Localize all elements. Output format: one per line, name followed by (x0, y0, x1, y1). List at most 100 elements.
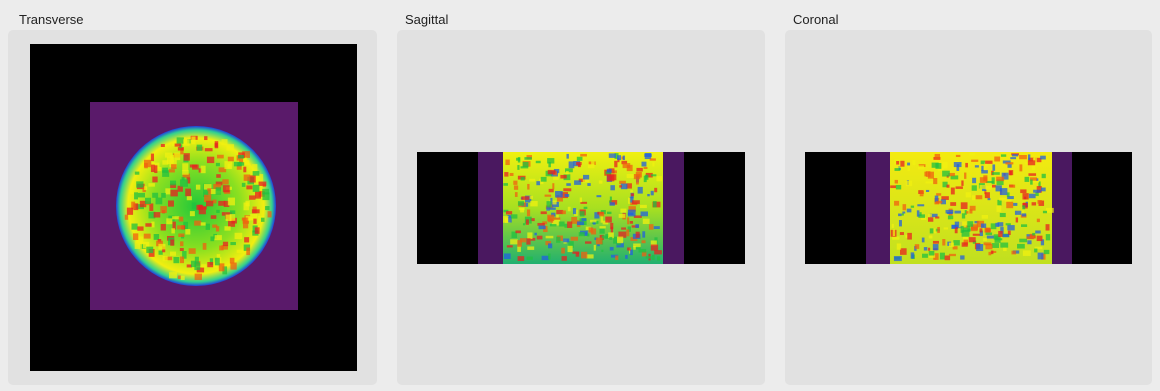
texture-spot (641, 211, 648, 216)
texture-spot (644, 167, 648, 169)
texture-spot (1019, 155, 1027, 159)
texture-spot (983, 238, 987, 241)
texture-spot (654, 250, 662, 254)
texture-spot (1012, 154, 1018, 156)
texture-spot (935, 216, 939, 218)
texture-spot (244, 237, 249, 242)
texture-spot (537, 223, 544, 226)
texture-spot (246, 185, 252, 189)
texture-spot (510, 239, 518, 244)
texture-spot (985, 228, 991, 233)
texture-spot (651, 191, 654, 196)
texture-spot (503, 183, 508, 186)
texture-spot (933, 241, 939, 244)
texture-spot (631, 193, 634, 196)
texture-spot (549, 189, 554, 192)
texture-spot (177, 225, 184, 229)
texture-spot (162, 168, 168, 173)
texture-spot (1019, 239, 1027, 243)
texture-spot (521, 196, 529, 200)
texture-spot (550, 207, 556, 209)
texture-spot (640, 205, 647, 208)
texture-spot (169, 169, 175, 172)
texture-spot (620, 209, 626, 213)
texture-spot (599, 226, 605, 228)
texture-spot (579, 232, 585, 236)
texture-spot (893, 229, 895, 236)
texture-spot (1046, 208, 1054, 213)
texture-spot (170, 190, 177, 197)
texture-spot (941, 196, 949, 200)
texture-spot (224, 161, 232, 169)
texture-spot (145, 223, 151, 227)
texture-spot (518, 201, 524, 206)
viewer: Transverse Sagittal Coronal (0, 0, 1160, 391)
texture-spot (952, 225, 956, 228)
texture-spot (898, 214, 902, 217)
texture-spot (1046, 224, 1050, 230)
texture-spot (154, 234, 159, 240)
texture-spot (979, 228, 982, 232)
texture-spot (244, 160, 249, 165)
texture-spot (563, 188, 571, 191)
texture-spot (548, 170, 556, 174)
texture-spot (920, 194, 924, 196)
texture-spot (197, 145, 203, 151)
texture-spot (1000, 213, 1006, 217)
texture-spot (259, 182, 267, 186)
texture-spot (950, 202, 956, 206)
texture-spot (168, 200, 174, 206)
texture-spot (619, 185, 622, 187)
texture-spot (992, 177, 995, 184)
texture-spot (581, 252, 587, 259)
texture-spot (897, 243, 901, 249)
texture-spot (1027, 240, 1031, 244)
texture-spot (527, 246, 534, 249)
texture-spot (954, 211, 960, 214)
texture-spot (996, 205, 1001, 212)
texture-spot (190, 164, 197, 167)
texture-spot (515, 230, 520, 233)
texture-spot (929, 251, 935, 256)
texture-spot (552, 183, 554, 189)
texture-spot (506, 211, 512, 214)
texture-spot (969, 237, 976, 242)
texture-spot (995, 223, 999, 227)
texture-spot (610, 247, 614, 251)
texture-spot (154, 212, 161, 217)
texture-spot (1019, 164, 1022, 171)
texture-spot (1001, 154, 1006, 156)
texture-spot (1033, 190, 1041, 193)
texture-spot (918, 165, 924, 169)
texture-spot (976, 195, 983, 199)
texture-spot (184, 153, 190, 160)
texture-spot (246, 248, 250, 256)
texture-spot (924, 172, 926, 177)
texture-spot (222, 212, 225, 216)
texture-spot (218, 201, 225, 206)
texture-spot (178, 275, 181, 279)
texture-spot (999, 198, 1006, 201)
texture-spot (196, 185, 200, 190)
texture-spot (627, 247, 631, 250)
texture-spot (599, 212, 604, 216)
texture-spot (185, 229, 190, 234)
texture-spot (566, 154, 568, 159)
texture-spot (253, 219, 256, 224)
texture-spot (170, 240, 174, 246)
texture-spot (617, 237, 623, 244)
texture-spot (946, 210, 954, 214)
texture-spot (610, 197, 612, 201)
texture-spot (560, 175, 566, 179)
texture-spot (148, 183, 155, 186)
texture-spot (136, 181, 143, 187)
texture-spot (178, 234, 184, 237)
texture-spot (587, 183, 590, 186)
texture-spot (165, 188, 170, 194)
texture-spot (216, 187, 221, 194)
texture-spot (177, 137, 184, 143)
texture-spot (988, 198, 991, 200)
texture-spot (1021, 224, 1027, 227)
texture-spot (1006, 202, 1013, 208)
texture-spot (163, 256, 168, 261)
